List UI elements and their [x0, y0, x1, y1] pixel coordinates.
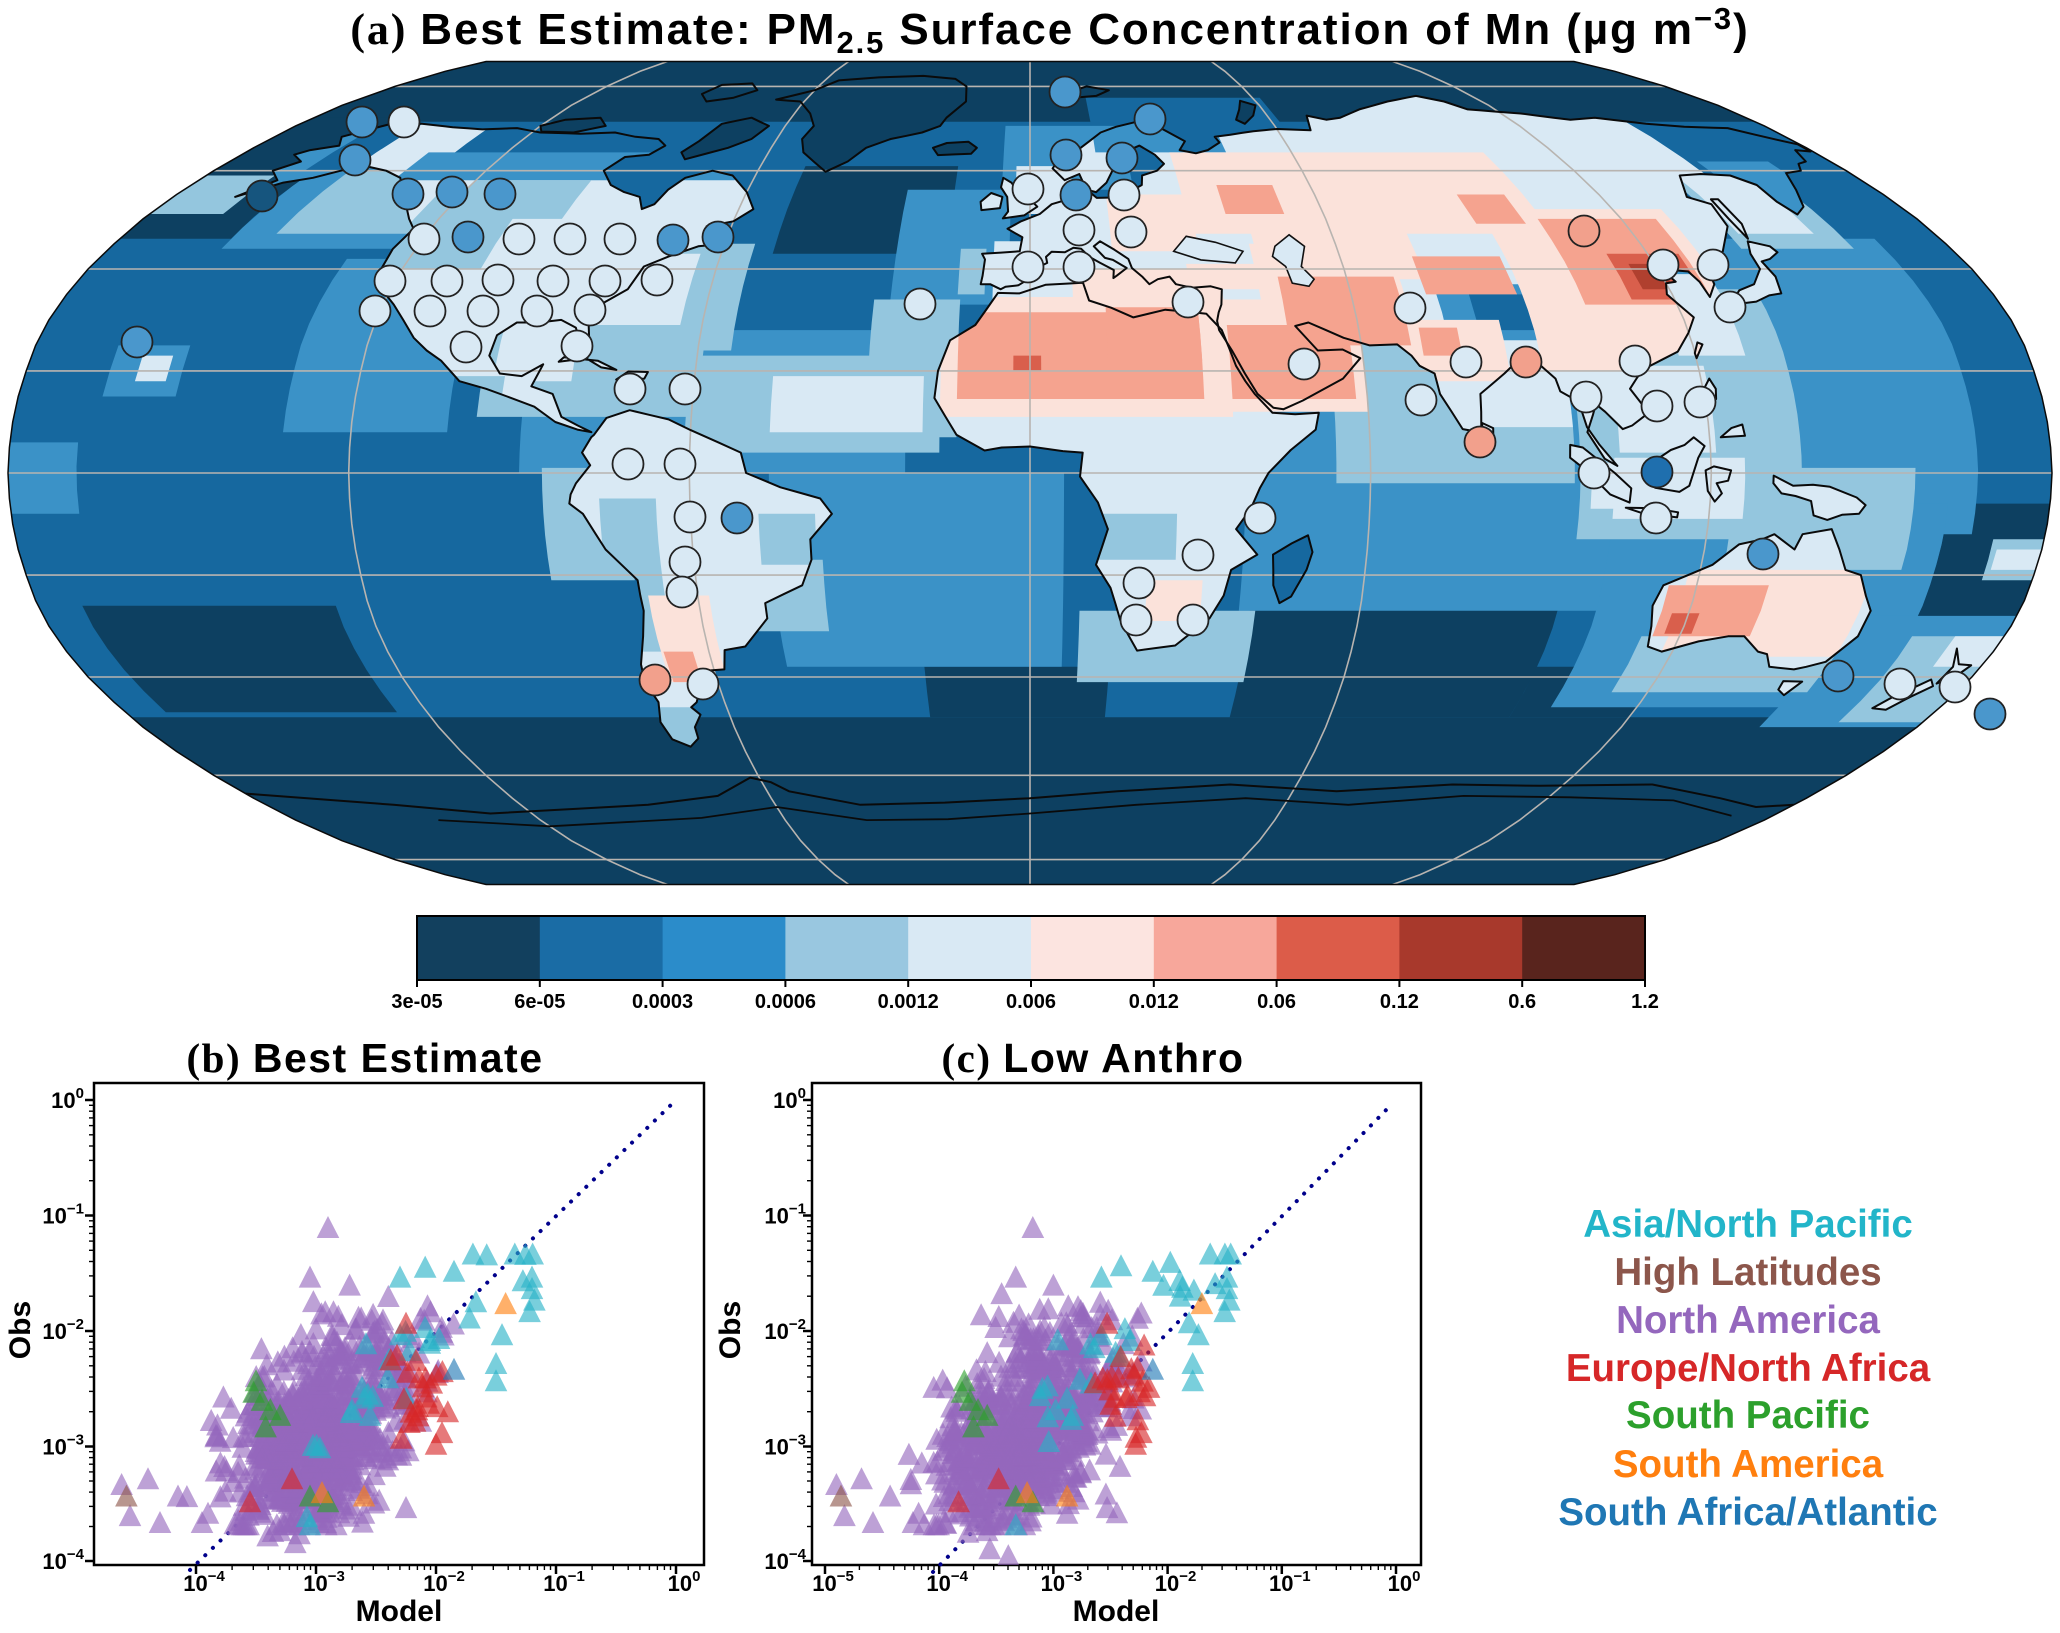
svg-text:1.2: 1.2: [1631, 991, 1659, 1013]
svg-text:South America: South America: [1613, 1443, 1884, 1486]
svg-text:South Pacific: South Pacific: [1626, 1394, 1870, 1437]
svg-text:South Africa/Atlantic: South Africa/Atlantic: [1558, 1491, 1937, 1534]
svg-text:Model: Model: [356, 1595, 443, 1628]
svg-text:Europe/North Africa: Europe/North Africa: [1566, 1347, 1931, 1390]
svg-text:10−2: 10−2: [42, 1316, 84, 1344]
svg-text:(b) Best Estimate: (b) Best Estimate: [186, 1035, 543, 1081]
svg-text:10−4: 10−4: [42, 1546, 84, 1574]
svg-text:Obs: Obs: [4, 1301, 37, 1359]
svg-text:Model: Model: [1073, 1595, 1160, 1628]
svg-text:0.0006: 0.0006: [755, 991, 816, 1013]
svg-text:10−1: 10−1: [764, 1201, 806, 1229]
svg-text:0.06: 0.06: [1257, 991, 1296, 1013]
svg-text:0.0003: 0.0003: [632, 991, 693, 1013]
svg-text:10−5: 10−5: [812, 1568, 854, 1596]
svg-text:10−1: 10−1: [543, 1568, 585, 1596]
svg-text:North America: North America: [1616, 1299, 1880, 1342]
svg-text:0.6: 0.6: [1508, 991, 1536, 1013]
svg-text:0.0012: 0.0012: [878, 991, 939, 1013]
svg-text:0.012: 0.012: [1129, 991, 1179, 1013]
svg-text:6e-05: 6e-05: [514, 991, 565, 1013]
svg-text:10−2: 10−2: [1155, 1568, 1197, 1596]
svg-text:0.12: 0.12: [1380, 991, 1419, 1013]
svg-text:3e-05: 3e-05: [391, 991, 442, 1013]
svg-text:0.006: 0.006: [1006, 991, 1056, 1013]
svg-text:High Latitudes: High Latitudes: [1614, 1251, 1881, 1294]
svg-text:Asia/North Pacific: Asia/North Pacific: [1583, 1203, 1913, 1246]
svg-text:Obs: Obs: [714, 1301, 747, 1359]
svg-text:(a) Best Estimate: PM2.5 Surfa: (a) Best Estimate: PM2.5 Surface Concent…: [350, 1, 1749, 60]
svg-text:100: 100: [668, 1568, 701, 1596]
svg-text:(c) Low Anthro: (c) Low Anthro: [942, 1035, 1245, 1081]
